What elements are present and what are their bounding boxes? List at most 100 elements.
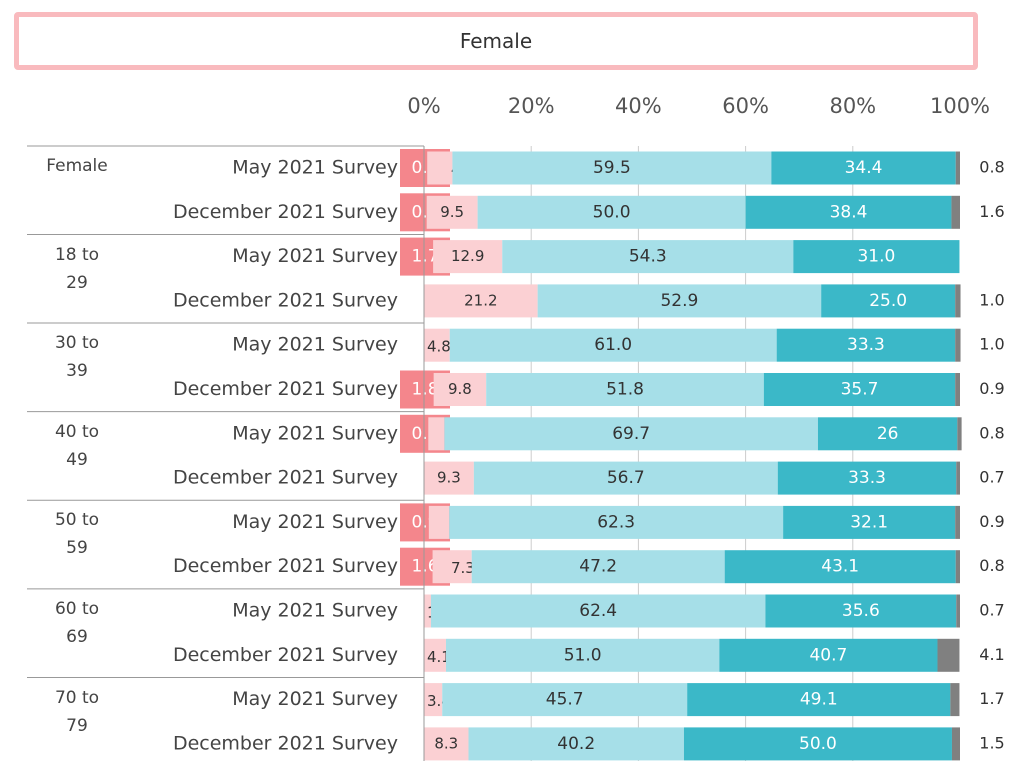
value-label: 40.7 bbox=[809, 645, 847, 665]
value-label: 0.7 bbox=[979, 601, 1004, 620]
value-label: 21.2 bbox=[464, 291, 497, 309]
group-label: Female bbox=[46, 156, 108, 176]
bar-segment bbox=[793, 240, 960, 274]
value-label: 33.3 bbox=[848, 468, 886, 488]
bar-segment bbox=[477, 195, 746, 229]
value-label: 0.8 bbox=[979, 158, 1004, 177]
row-label: December 2021 Survey bbox=[173, 289, 398, 311]
bar-segment bbox=[763, 373, 956, 406]
bar-segment bbox=[765, 594, 957, 628]
bar-segment bbox=[427, 151, 453, 185]
bar-segment bbox=[449, 505, 784, 539]
bar-segment bbox=[424, 727, 469, 761]
bar-segment bbox=[428, 505, 450, 539]
bar-segment bbox=[471, 550, 725, 584]
row-label: December 2021 Survey bbox=[173, 201, 398, 223]
bar-segment bbox=[955, 284, 961, 318]
bar-segment bbox=[950, 683, 960, 717]
value-label: 8.3 bbox=[434, 734, 458, 752]
bar-segment bbox=[424, 461, 474, 495]
value-label: 0.8 bbox=[979, 556, 1004, 575]
value-label: 31.0 bbox=[857, 247, 895, 267]
bar-segment bbox=[956, 461, 960, 495]
bar-segment bbox=[432, 550, 472, 584]
group-label: 40 to 49 bbox=[54, 421, 100, 470]
bar-segment bbox=[724, 550, 956, 584]
row-label: December 2021 Survey bbox=[173, 378, 398, 400]
value-label: 40.2 bbox=[557, 734, 595, 754]
value-label: 61.0 bbox=[594, 335, 632, 355]
row-label: December 2021 Survey bbox=[173, 732, 398, 754]
bar-segment bbox=[955, 550, 960, 584]
value-label: 33.3 bbox=[847, 335, 885, 355]
bar-segment bbox=[468, 727, 684, 761]
group-label: 60 to 69 bbox=[54, 599, 100, 647]
bar-segment bbox=[502, 240, 794, 274]
row-label: May 2021 Survey bbox=[232, 245, 398, 267]
bar-segment bbox=[821, 284, 956, 318]
value-label: 54.3 bbox=[629, 247, 667, 267]
x-tick-label: 20% bbox=[508, 94, 555, 118]
group-label: 70 to 79 bbox=[54, 687, 100, 736]
bar-segment bbox=[537, 284, 822, 318]
group-label: 18 to 29 bbox=[54, 244, 100, 293]
row-label: December 2021 Survey bbox=[173, 644, 398, 666]
row-label: December 2021 Survey bbox=[173, 555, 398, 577]
value-label: 0.8 bbox=[979, 423, 1004, 442]
value-label: 50.0 bbox=[799, 734, 837, 754]
value-label: 1.0 bbox=[979, 335, 1004, 354]
value-label: 34.4 bbox=[845, 158, 883, 178]
value-label: 35.7 bbox=[841, 380, 879, 400]
chart-title: Female bbox=[14, 12, 978, 70]
value-label: 35.6 bbox=[842, 601, 880, 621]
value-label: 9.3 bbox=[437, 469, 461, 487]
value-label: 9.8 bbox=[448, 380, 472, 398]
bar-segment bbox=[776, 328, 956, 362]
bar-segment bbox=[783, 505, 956, 539]
bar-segment bbox=[687, 683, 951, 717]
row-label: May 2021 Survey bbox=[232, 511, 398, 533]
value-label: 1.8 bbox=[411, 380, 438, 400]
value-label: 49.1 bbox=[800, 690, 838, 710]
bar-segment bbox=[449, 328, 777, 362]
bar-segment bbox=[442, 683, 688, 717]
bar-segment bbox=[428, 417, 445, 451]
x-tick-label: 40% bbox=[615, 94, 662, 118]
bar-segment bbox=[745, 195, 952, 229]
value-label: 45.7 bbox=[546, 690, 584, 710]
value-label: 1.6 bbox=[979, 202, 1004, 221]
bar-segment bbox=[444, 417, 818, 451]
bar-segment bbox=[955, 505, 960, 539]
value-label: 0.9 bbox=[979, 379, 1004, 398]
bar-segment bbox=[424, 594, 431, 628]
bar-segment bbox=[430, 594, 766, 628]
value-label: 25.0 bbox=[869, 291, 907, 311]
bar-segment bbox=[433, 373, 487, 406]
row-label: December 2021 Survey bbox=[173, 467, 398, 489]
bar-segment bbox=[424, 284, 538, 318]
x-tick-label: 60% bbox=[722, 94, 769, 118]
value-label: 26 bbox=[877, 424, 899, 444]
value-label: 32.1 bbox=[850, 512, 888, 532]
bar-segment bbox=[426, 195, 478, 229]
group-label: 50 to 59 bbox=[54, 510, 100, 559]
value-label: 56.7 bbox=[607, 468, 645, 488]
row-label: May 2021 Survey bbox=[232, 422, 398, 444]
value-label: 1.5 bbox=[979, 733, 1004, 752]
value-label: 0.9 bbox=[979, 512, 1004, 531]
bar-segment bbox=[486, 373, 764, 406]
bar-segment bbox=[424, 683, 443, 717]
value-label: 7.3 bbox=[451, 559, 475, 577]
value-label: 12.9 bbox=[451, 247, 484, 265]
bar-segment bbox=[683, 727, 952, 761]
value-label: 38.4 bbox=[830, 202, 868, 222]
value-label: 1.6 bbox=[411, 557, 438, 577]
value-label: 51.8 bbox=[606, 380, 644, 400]
bar-segment bbox=[951, 195, 960, 229]
x-tick-label: 0% bbox=[407, 94, 440, 118]
row-label: May 2021 Survey bbox=[232, 334, 398, 356]
value-label: 1.7 bbox=[411, 247, 438, 267]
value-label: 1.0 bbox=[979, 290, 1004, 309]
